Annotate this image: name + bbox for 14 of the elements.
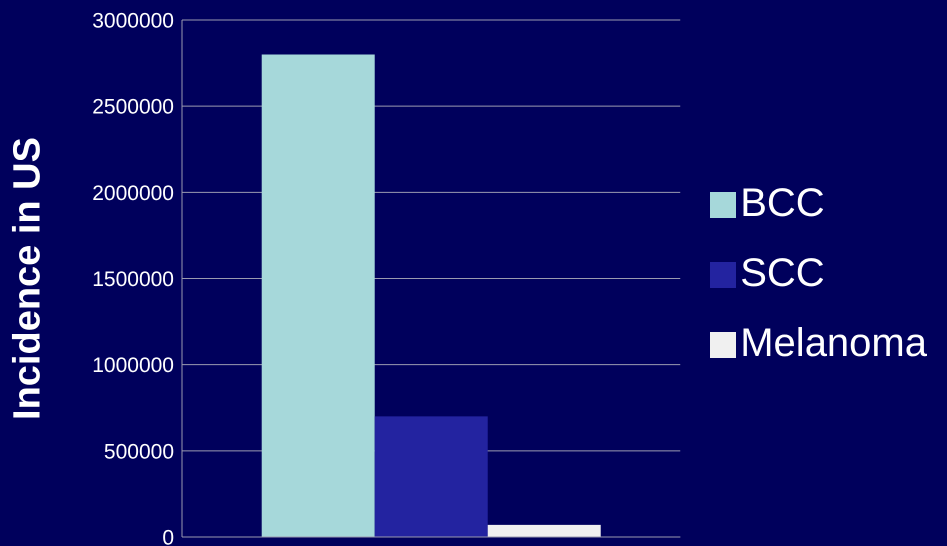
bar	[488, 524, 601, 537]
y-axis-title: Incidence in US	[6, 137, 48, 420]
legend-label: SCC	[740, 251, 825, 295]
legend-label: Melanoma	[740, 321, 927, 365]
y-tick-label: 2000000	[92, 182, 174, 205]
y-tick-label: 1500000	[92, 268, 174, 291]
y-tick-label: 3000000	[92, 9, 174, 32]
legend-label: BCC	[740, 181, 825, 225]
bar	[374, 416, 488, 537]
y-tick-label: 500000	[104, 440, 174, 464]
y-tick-label: 1000000	[92, 354, 174, 378]
bar	[262, 54, 375, 537]
y-tick-label: 0	[162, 526, 174, 546]
y-tick-label: 2500000	[92, 96, 174, 119]
